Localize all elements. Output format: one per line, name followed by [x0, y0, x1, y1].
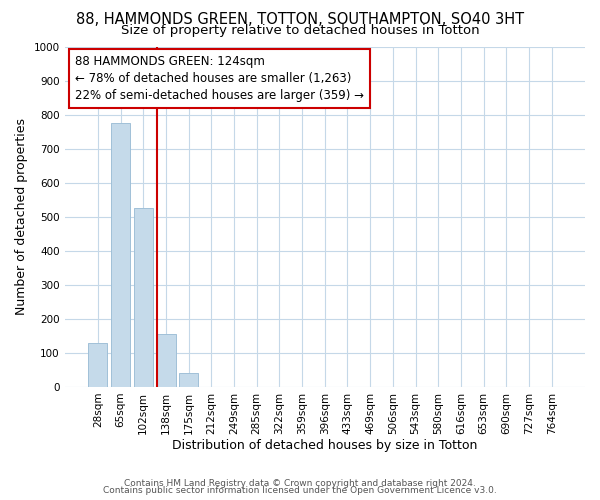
Text: 88, HAMMONDS GREEN, TOTTON, SOUTHAMPTON, SO40 3HT: 88, HAMMONDS GREEN, TOTTON, SOUTHAMPTON,…: [76, 12, 524, 28]
Bar: [88, 342, 107, 387]
Text: Contains HM Land Registry data © Crown copyright and database right 2024.: Contains HM Land Registry data © Crown c…: [124, 478, 476, 488]
Y-axis label: Number of detached properties: Number of detached properties: [15, 118, 28, 315]
Text: Contains public sector information licensed under the Open Government Licence v3: Contains public sector information licen…: [103, 486, 497, 495]
Bar: [134, 208, 153, 387]
Bar: [111, 123, 130, 387]
Text: Size of property relative to detached houses in Totton: Size of property relative to detached ho…: [121, 24, 479, 37]
Bar: [156, 334, 176, 387]
Bar: [179, 374, 198, 387]
X-axis label: Distribution of detached houses by size in Totton: Distribution of detached houses by size …: [172, 440, 478, 452]
Text: 88 HAMMONDS GREEN: 124sqm
← 78% of detached houses are smaller (1,263)
22% of se: 88 HAMMONDS GREEN: 124sqm ← 78% of detac…: [75, 55, 364, 102]
